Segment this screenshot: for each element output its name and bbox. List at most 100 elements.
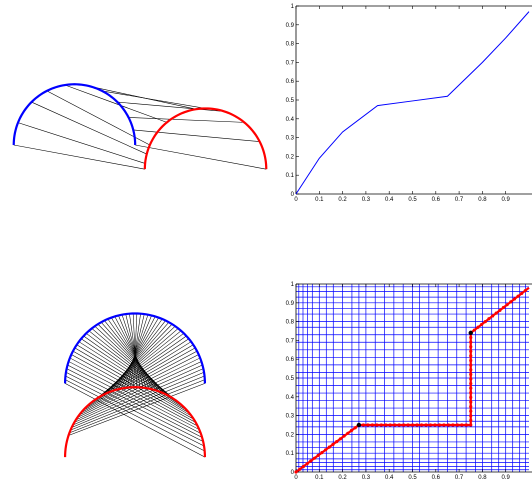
x-tick-label: 0.8 <box>478 475 487 481</box>
y-tick-label: 0.2 <box>286 154 295 160</box>
warping-path-marker <box>469 358 473 363</box>
y-tick-label: 0.9 <box>286 23 295 29</box>
warping-path-marker <box>397 423 401 427</box>
y-tick-label: 0.7 <box>286 60 295 66</box>
warping-path-marker <box>335 439 339 444</box>
correspondence-line <box>78 341 188 411</box>
warping-path-marker <box>469 386 473 390</box>
warping-path-marker <box>370 423 374 427</box>
correspondence-line <box>86 341 192 407</box>
corner-point <box>356 422 362 428</box>
warping-path-marker <box>469 368 473 372</box>
warping-path-marker <box>324 448 328 452</box>
correspondence-line <box>111 317 156 391</box>
warping-path-marker <box>331 442 335 446</box>
y-tick-label: 1 <box>291 4 295 10</box>
warping-path-marker <box>509 300 513 304</box>
correspondence-line <box>72 368 204 426</box>
warping-path-marker <box>469 391 473 395</box>
correspondence-line <box>65 372 204 442</box>
x-tick-label: 0.9 <box>502 475 511 481</box>
y-tick-label: 0.3 <box>286 136 295 142</box>
x-tick-label: 0.4 <box>385 475 394 481</box>
warping-path-marker <box>469 377 473 381</box>
correspondence-line <box>133 129 260 142</box>
red-semicircle-curve <box>63 386 207 458</box>
correspondence-line <box>98 328 179 398</box>
y-tick-label: 0.5 <box>286 376 295 382</box>
warping-path-marker <box>505 303 509 307</box>
x-tick-label: 0.5 <box>408 197 417 203</box>
x-tick-label: 0.6 <box>432 475 441 481</box>
correspondence-line <box>104 320 163 393</box>
correspondence-line <box>74 347 192 417</box>
warping-path-marker <box>419 423 424 427</box>
x-tick-label: 0.8 <box>478 197 487 203</box>
warping-path-marker <box>305 462 309 466</box>
correspondence-line <box>64 383 206 458</box>
warping-path-marker <box>469 349 473 353</box>
correspondence-line <box>78 354 199 416</box>
correspondence-line <box>46 90 150 146</box>
warping-path-marker <box>464 423 468 427</box>
x-tick-label: 0.3 <box>362 197 371 203</box>
correspondence-line <box>17 122 146 164</box>
correspondence-line <box>114 316 153 390</box>
correspondence-line <box>93 333 184 401</box>
x-tick-label: 0.9 <box>502 197 511 203</box>
correspondence-line <box>91 335 187 403</box>
corner-point <box>468 330 473 336</box>
x-tick-label: 0.3 <box>362 475 371 481</box>
warping-path-marker <box>476 325 480 329</box>
warping-path-marker <box>298 467 302 471</box>
correspondence-line <box>13 144 145 170</box>
warping-path-marker <box>361 423 365 427</box>
y-tick-label: 0.6 <box>286 79 295 85</box>
warping-path-marker <box>469 414 473 418</box>
warping-path-marker <box>483 320 487 324</box>
warping-path-marker <box>469 404 473 409</box>
warping-path-marker <box>446 423 450 427</box>
warping-path-marker <box>512 297 517 301</box>
warping-path-marker <box>469 372 473 376</box>
x-tick-label: 0.5 <box>408 475 417 481</box>
x-tick-label: 0 <box>294 475 298 481</box>
y-tick-label: 0.1 <box>286 451 295 457</box>
correspondence-line <box>75 361 202 421</box>
correspondence-line <box>117 101 225 112</box>
top-left-matching-diagram <box>12 83 268 170</box>
warping-path-marker <box>469 381 473 386</box>
warping-path-marker <box>316 453 320 458</box>
x-tick-label: 0.6 <box>432 197 441 203</box>
y-tick-label: 0.3 <box>286 414 295 420</box>
warping-path-marker <box>379 423 383 427</box>
correspondence-line <box>66 368 203 438</box>
warping-path-marker <box>516 294 520 298</box>
warping-path-marker <box>410 423 415 427</box>
x-tick-label: 0.7 <box>455 197 464 203</box>
top-right-warping-function-plot: 0 0.1 0.2 0.3 0.4 0.5 0.6 0.7 0.8 0.9 0 0.1 0.2 0.3 0.… <box>286 4 532 203</box>
correspondence-line <box>101 90 206 109</box>
correspondence-line <box>74 364 203 423</box>
y-tick-label: 0.4 <box>286 117 295 123</box>
y-tick-label: 0.8 <box>286 42 295 48</box>
correspondence-line <box>69 379 205 434</box>
correspondence-line <box>123 314 149 389</box>
correspondence-line <box>65 379 205 452</box>
red-semicircle-curve <box>143 107 268 170</box>
y-tick-label: 0.4 <box>286 395 295 401</box>
correspondence-line <box>31 101 147 155</box>
y-tick-label: 0.8 <box>286 320 295 326</box>
warping-path-marker <box>455 423 459 427</box>
x-tick-label: 0 <box>294 197 298 203</box>
correspondence-line <box>71 372 205 428</box>
warping-path-marker <box>523 288 527 293</box>
warping-path-marker <box>469 363 473 367</box>
warping-path-marker <box>312 456 317 460</box>
correspondence-line <box>107 318 160 392</box>
warping-path-marker <box>346 431 350 435</box>
correspondence-line <box>82 347 196 411</box>
correspondence-line <box>100 322 166 395</box>
warping-path-marker <box>309 459 313 463</box>
correspondence-line <box>132 313 138 388</box>
